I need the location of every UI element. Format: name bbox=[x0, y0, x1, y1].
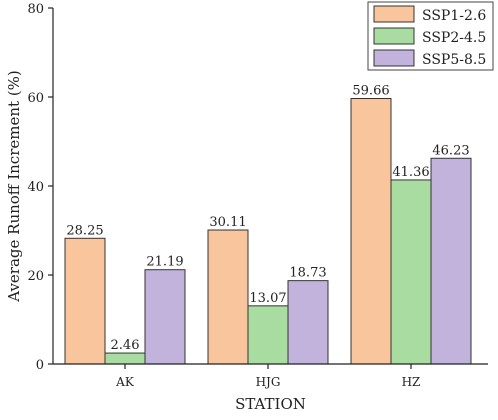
y-tick-label: 20 bbox=[27, 269, 44, 284]
bar-hjg-ssp2-4-5 bbox=[247, 305, 289, 365]
data-label: 18.73 bbox=[289, 266, 326, 281]
bar-ak-ssp1-2-6 bbox=[64, 237, 106, 365]
legend: SSP1-2.6 SSP2-4.5 SSP5-8.5 bbox=[367, 1, 494, 71]
x-tick-label: AK bbox=[115, 375, 135, 389]
y-tick-label: 0 bbox=[36, 358, 44, 373]
data-label: 46.23 bbox=[432, 143, 469, 158]
bar-ak-ssp5-8-5 bbox=[144, 269, 186, 365]
legend-label: SSP1-2.6 bbox=[422, 8, 486, 24]
y-ticks: 0 20 40 60 80 bbox=[27, 2, 53, 373]
legend-label: SSP5-8.5 bbox=[422, 52, 486, 68]
data-label: 21.19 bbox=[146, 255, 183, 270]
bar-hz-ssp2-4-5 bbox=[390, 179, 432, 365]
y-tick-label: 60 bbox=[27, 91, 44, 106]
data-label: 2.46 bbox=[111, 338, 140, 353]
bar-ak-ssp2-4-5 bbox=[104, 352, 146, 365]
data-label: 30.11 bbox=[209, 215, 246, 230]
legend-swatch bbox=[373, 27, 415, 45]
data-label: 59.66 bbox=[352, 84, 389, 99]
x-ticks: AK HJG HZ bbox=[115, 364, 420, 389]
y-tick-label: 80 bbox=[27, 2, 44, 17]
y-axis-title: Average Runoff Increment (%) bbox=[5, 70, 23, 303]
legend-swatch bbox=[373, 5, 415, 23]
data-label: 13.07 bbox=[249, 291, 286, 306]
bar-hz-ssp5-8-5 bbox=[430, 157, 472, 365]
bar-hjg-ssp1-2-6 bbox=[207, 229, 249, 365]
bars-layer bbox=[64, 98, 472, 365]
data-label: 28.25 bbox=[66, 223, 103, 238]
x-tick-label: HZ bbox=[402, 375, 421, 389]
bar-hjg-ssp5-8-5 bbox=[287, 280, 329, 365]
bar-hz-ssp1-2-6 bbox=[350, 98, 392, 365]
x-tick-label: HJG bbox=[256, 375, 281, 389]
legend-label: SSP2-4.5 bbox=[422, 30, 486, 46]
data-label: 41.36 bbox=[392, 165, 429, 180]
y-tick-label: 40 bbox=[27, 180, 44, 195]
x-axis-title: STATION bbox=[235, 395, 306, 413]
legend-swatch bbox=[373, 49, 415, 67]
